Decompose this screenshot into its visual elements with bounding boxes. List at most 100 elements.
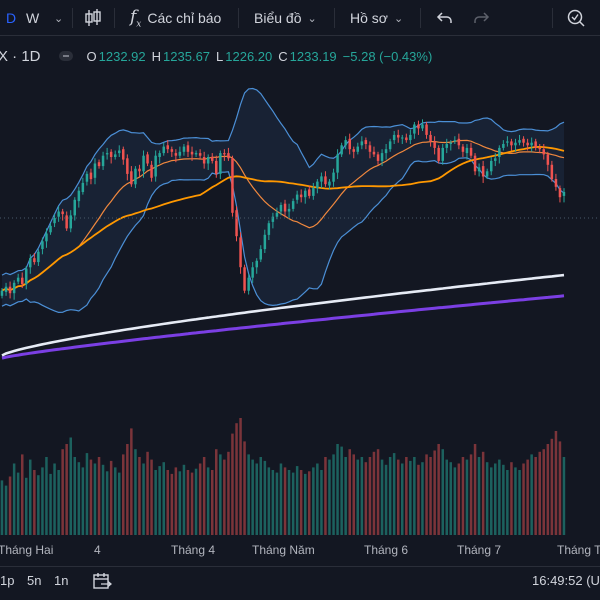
volume-bar [114, 467, 117, 535]
interval-w-button[interactable]: W [26, 10, 40, 26]
candle-body [514, 142, 517, 146]
candle [150, 160, 153, 182]
candle [235, 206, 238, 242]
candle-body [243, 267, 246, 291]
candle [417, 120, 420, 135]
volume-bar [291, 472, 295, 535]
candle-body [271, 216, 275, 222]
candle [130, 166, 133, 187]
redo-button[interactable] [472, 0, 490, 36]
candle [328, 179, 331, 190]
candle-body [453, 140, 457, 142]
indicators-button[interactable]: fx Các chỉ báo [130, 0, 221, 36]
candlesticks [0, 119, 566, 300]
profile-menu-button[interactable]: Hồ sơ ⌄ [350, 0, 403, 36]
candle-body [235, 210, 238, 237]
candle [477, 163, 481, 177]
undo-icon [436, 12, 452, 23]
candle [368, 141, 372, 159]
clock-time[interactable]: 16:49:52 (U [532, 573, 600, 588]
volume-bar [255, 463, 258, 535]
volume-bar [514, 467, 517, 535]
candle [364, 137, 368, 150]
volume-bar [8, 476, 12, 535]
candle-body [202, 157, 206, 164]
candle [166, 140, 169, 154]
volume-bar [477, 457, 481, 535]
candle [308, 185, 311, 199]
chart-type-button[interactable] [84, 0, 102, 36]
candle [267, 220, 271, 241]
x-axis-label: Tháng Năm [252, 543, 315, 557]
interval-menu-button[interactable]: ⌄ [48, 0, 63, 36]
candle-body [219, 153, 222, 174]
candle [97, 159, 101, 169]
volume-bar [494, 463, 497, 535]
candle [206, 154, 210, 170]
volume-bar [299, 470, 303, 535]
range-1n-button[interactable]: 1n [54, 573, 69, 588]
candle [219, 150, 222, 180]
candle [425, 121, 428, 139]
candle-body [162, 146, 165, 154]
interval-d-button[interactable]: D [6, 10, 17, 26]
candle [542, 144, 545, 160]
candle [154, 150, 157, 182]
candle [514, 138, 517, 152]
symbol-interval[interactable]: X · 1D [0, 47, 41, 65]
candle [114, 150, 117, 160]
volume-bar [239, 418, 242, 535]
candle [465, 144, 469, 160]
chart-menu-button[interactable]: Biểu đồ ⌄ [254, 0, 317, 36]
volume-bar [388, 457, 392, 535]
chevron-down-icon: ⌄ [307, 12, 317, 25]
candle-body [461, 146, 465, 152]
range-5n-button[interactable]: 5n [27, 573, 42, 588]
candle [457, 133, 461, 150]
candle [562, 188, 566, 203]
candle [498, 145, 501, 164]
candle-body [182, 146, 186, 152]
volume-bar [348, 449, 351, 535]
volume-bar [360, 457, 364, 535]
candle-body [154, 155, 157, 177]
date-range-button[interactable] [92, 572, 113, 593]
candle [324, 171, 327, 187]
range-1p-button[interactable]: 1p [0, 573, 15, 588]
candle [437, 145, 440, 164]
candle [388, 138, 392, 152]
volume-bar [4, 485, 8, 535]
change-value: −5.28 (−0.43%) [342, 48, 433, 64]
undo-button[interactable] [436, 0, 454, 36]
redo-icon [474, 12, 490, 23]
candle [441, 144, 444, 165]
candle-body [158, 153, 161, 157]
snapshot-button[interactable] [566, 0, 586, 36]
candle-body [538, 147, 541, 150]
volume-bar [150, 459, 153, 535]
candle-body [506, 141, 509, 143]
volume-bar [170, 473, 174, 535]
candle-body [324, 176, 327, 185]
candle-body [239, 237, 242, 268]
volume-bar [69, 437, 72, 535]
candle-body [320, 176, 323, 182]
candle-body [21, 277, 24, 285]
volume-bar [364, 462, 368, 535]
profile-label: Hồ sơ [350, 10, 388, 26]
volume-bar [118, 472, 121, 535]
volume-bar [283, 467, 287, 535]
candle [413, 121, 416, 139]
candle-body [215, 160, 218, 174]
candle [105, 147, 109, 160]
fx-icon: fx [130, 6, 142, 30]
volume-bar [206, 467, 210, 535]
candle-body [445, 144, 448, 148]
candle [65, 211, 68, 231]
legend-toggle-icon[interactable] [58, 51, 73, 61]
candle-body [166, 145, 169, 150]
volume-bar [235, 423, 238, 535]
candle [376, 151, 380, 165]
candle [291, 198, 295, 212]
